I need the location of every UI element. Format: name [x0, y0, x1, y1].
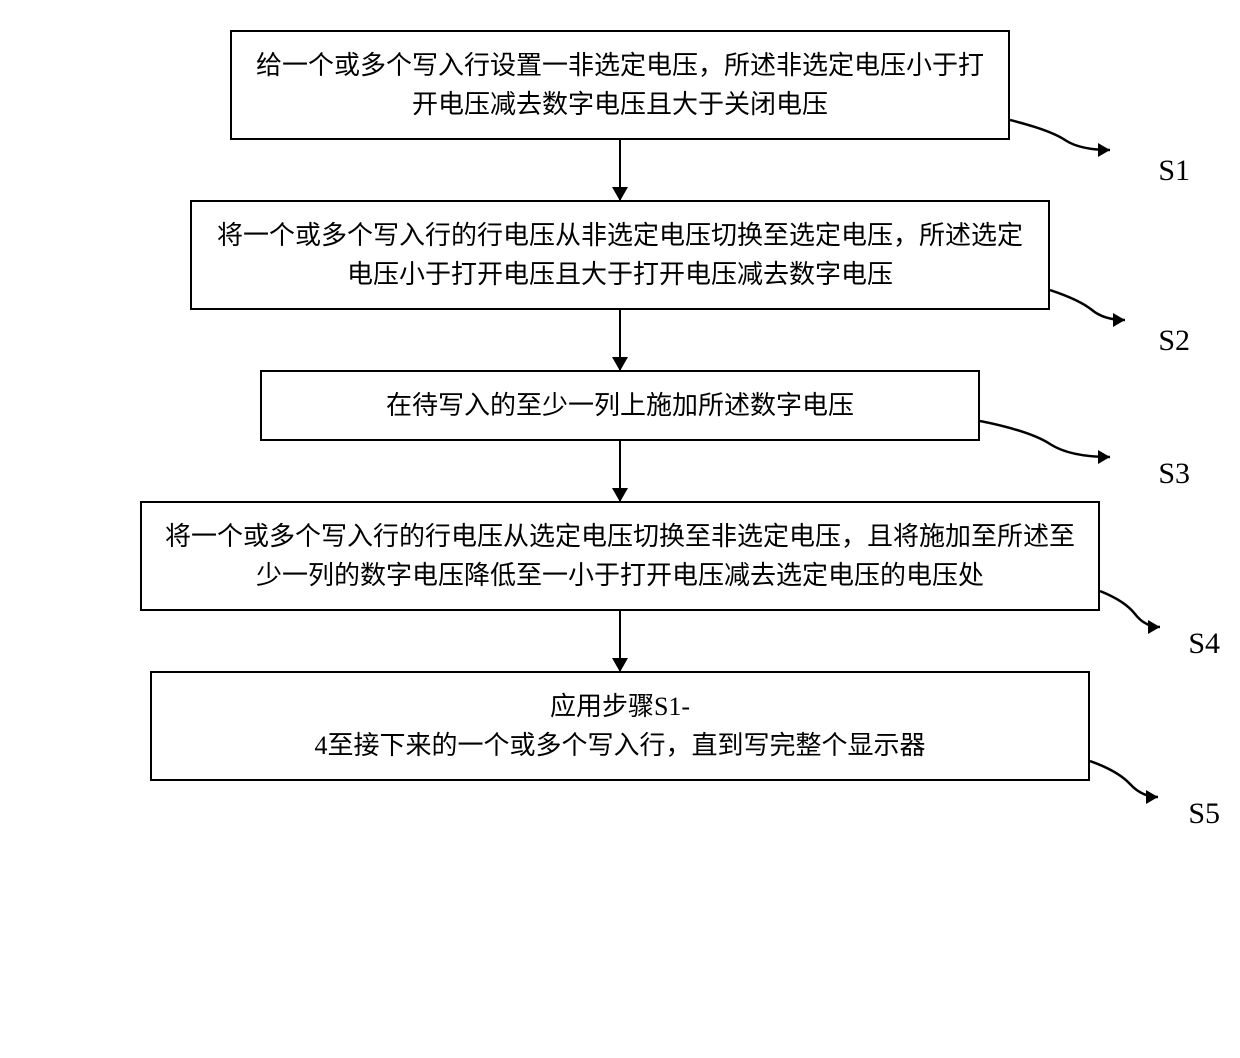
step-s2-box: 将一个或多个写入行的行电压从非选定电压切换至选定电压，所述选定电压小于打开电压且… [190, 200, 1050, 310]
arrow-s3-s4 [619, 441, 621, 501]
arrow-s2-s3 [619, 310, 621, 370]
curved-arrow-s4 [1100, 579, 1180, 649]
arrow-s1-s2 [619, 140, 621, 200]
step-s5-text-line2: 4至接下来的一个或多个写入行，直到写完整个显示器 [314, 731, 925, 760]
step-s3-box: 在待写入的至少一列上施加所述数字电压 [260, 370, 980, 441]
curved-arrow-s5 [1090, 749, 1180, 819]
step-s5-label: S5 [1188, 797, 1220, 831]
step-s2-label: S2 [1158, 324, 1190, 358]
step-s4-box: 将一个或多个写入行的行电压从选定电压切换至非选定电压，且将施加至所述至少一列的数… [140, 501, 1100, 611]
step-s5: 应用步骤S1- 4至接下来的一个或多个写入行，直到写完整个显示器 S5 [150, 671, 1090, 781]
flowchart: 给一个或多个写入行设置一非选定电压，所述非选定电压小于打开电压减去数字电压且大于… [30, 30, 1210, 781]
arrow-s4-s5 [619, 611, 621, 671]
step-s5-text-line1: 应用步骤S1- [550, 692, 690, 721]
curved-arrow-s1 [1010, 105, 1150, 175]
step-s2: 将一个或多个写入行的行电压从非选定电压切换至选定电压，所述选定电压小于打开电压且… [190, 200, 1050, 310]
curved-arrow-s3 [980, 409, 1150, 479]
step-s1-box: 给一个或多个写入行设置一非选定电压，所述非选定电压小于打开电压减去数字电压且大于… [230, 30, 1010, 140]
curved-arrow-s2 [1050, 275, 1150, 345]
step-s4: 将一个或多个写入行的行电压从选定电压切换至非选定电压，且将施加至所述至少一列的数… [140, 501, 1100, 611]
step-s1: 给一个或多个写入行设置一非选定电压，所述非选定电压小于打开电压减去数字电压且大于… [230, 30, 1010, 140]
step-s4-label: S4 [1188, 627, 1220, 661]
step-s1-label: S1 [1158, 154, 1190, 188]
step-s3: 在待写入的至少一列上施加所述数字电压 S3 [260, 370, 980, 441]
step-s3-label: S3 [1158, 457, 1190, 491]
step-s5-box: 应用步骤S1- 4至接下来的一个或多个写入行，直到写完整个显示器 [150, 671, 1090, 781]
